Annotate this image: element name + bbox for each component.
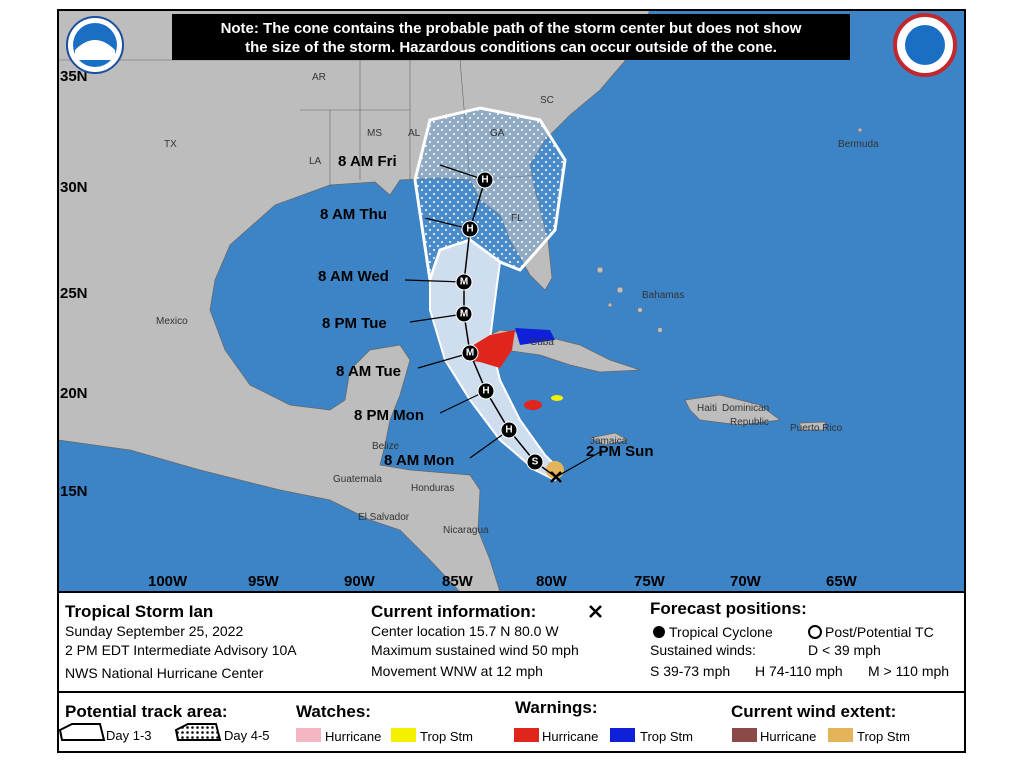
- forecast-label: 8 AM Tue: [336, 363, 401, 380]
- place: Belize: [372, 441, 400, 452]
- lat-label: 35N: [60, 68, 88, 85]
- legend-item: Post/Potential TC: [825, 624, 934, 640]
- place: Cuba: [530, 337, 554, 348]
- current-line: Maximum sustained wind 50 mph: [371, 642, 579, 658]
- legend-heading: Warnings:: [515, 698, 597, 717]
- legend-heading: Potential track area:: [65, 702, 228, 721]
- place: Guatemala: [333, 474, 382, 485]
- place: AR: [312, 72, 326, 83]
- marker: H: [466, 224, 473, 235]
- note: Note: The cone contains the probable pat…: [221, 20, 802, 37]
- lon-label: 85W: [442, 573, 474, 590]
- forecast-label: 8 AM Wed: [318, 268, 389, 285]
- place: LA: [309, 156, 322, 167]
- note: the size of the storm. Hazardous conditi…: [245, 39, 777, 56]
- current-label: 2 PM Sun: [586, 443, 654, 460]
- place: Jamaica: [590, 436, 628, 447]
- lon-label: 100W: [148, 573, 188, 590]
- lon-label: 75W: [634, 573, 666, 590]
- legend-item: S 39-73 mph: [650, 663, 730, 679]
- marker: M: [460, 309, 468, 320]
- lat-label: 30N: [60, 179, 88, 196]
- forecast-label: 8 PM Tue: [322, 315, 387, 332]
- place: SC: [540, 95, 554, 106]
- place: TX: [164, 139, 177, 150]
- marker: S: [532, 457, 539, 468]
- place: Honduras: [411, 483, 454, 494]
- place: MS: [367, 128, 382, 139]
- place: Nicaragua: [443, 525, 489, 536]
- marker: M: [466, 348, 474, 359]
- current-line: Movement WNW at 12 mph: [371, 663, 543, 679]
- legend-item: Sustained winds:: [650, 642, 756, 658]
- place: Mexico: [156, 316, 188, 327]
- legend-item: Trop Stm: [420, 729, 473, 744]
- lon-label: 70W: [730, 573, 762, 590]
- marker: H: [505, 425, 512, 436]
- legend-heading: Current wind extent:: [731, 702, 896, 721]
- lon-label: 80W: [536, 573, 568, 590]
- legend-item: Hurricane: [325, 729, 381, 744]
- legend-item: H 74-110 mph: [755, 663, 843, 679]
- info-line: Sunday September 25, 2022: [65, 623, 243, 639]
- lat-label: 20N: [60, 385, 88, 402]
- place: Puerto Rico: [790, 423, 843, 434]
- place: Bermuda: [838, 139, 879, 150]
- legend-item: Day 1-3: [106, 728, 152, 743]
- lon-label: 65W: [826, 573, 858, 590]
- place: Bahamas: [642, 290, 684, 301]
- marker: H: [481, 175, 488, 186]
- place: AL: [408, 128, 421, 139]
- marker: H: [482, 386, 489, 397]
- place: Republic: [730, 417, 769, 428]
- legend-item: Trop Stm: [857, 729, 910, 744]
- forecast-label: 8 PM Mon: [354, 407, 424, 424]
- legend-item: D < 39 mph: [808, 642, 881, 658]
- info-line: NWS National Hurricane Center: [65, 665, 264, 681]
- legend-item: Trop Stm: [640, 729, 693, 744]
- map: H H M M M H H S 8 AM Fri 8 AM Thu 8 AM W…: [58, 10, 965, 592]
- forecast-label: 8 AM Thu: [320, 206, 387, 223]
- place: Dominican: [722, 403, 769, 414]
- place: Haiti: [697, 403, 717, 414]
- legend-item: Tropical Cyclone: [669, 624, 773, 640]
- legend-heading: Watches:: [296, 702, 371, 721]
- lat-label: 15N: [60, 483, 88, 500]
- storm-title: Tropical Storm Ian: [65, 602, 213, 621]
- legend-item: M > 110 mph: [868, 663, 949, 679]
- current-line: Center location 15.7 N 80.0 W: [371, 623, 559, 639]
- forecast-label: 8 AM Fri: [338, 153, 397, 170]
- forecast-markers: H H M M M H H S: [455, 171, 544, 471]
- marker: M: [460, 277, 468, 288]
- forecast-label: 8 AM Mon: [384, 452, 454, 469]
- legend-item: Hurricane: [760, 729, 816, 744]
- place: FL: [511, 213, 523, 224]
- legend-item: Day 4-5: [224, 728, 270, 743]
- lon-label: 95W: [248, 573, 280, 590]
- place: GA: [490, 128, 505, 139]
- lon-label: 90W: [344, 573, 376, 590]
- current-title: Current information:: [371, 602, 536, 621]
- lat-label: 25N: [60, 285, 88, 302]
- forecast-title: Forecast positions:: [650, 599, 807, 618]
- info-line: 2 PM EDT Intermediate Advisory 10A: [65, 642, 297, 658]
- legend-item: Hurricane: [542, 729, 598, 744]
- place: El Salvador: [358, 512, 410, 523]
